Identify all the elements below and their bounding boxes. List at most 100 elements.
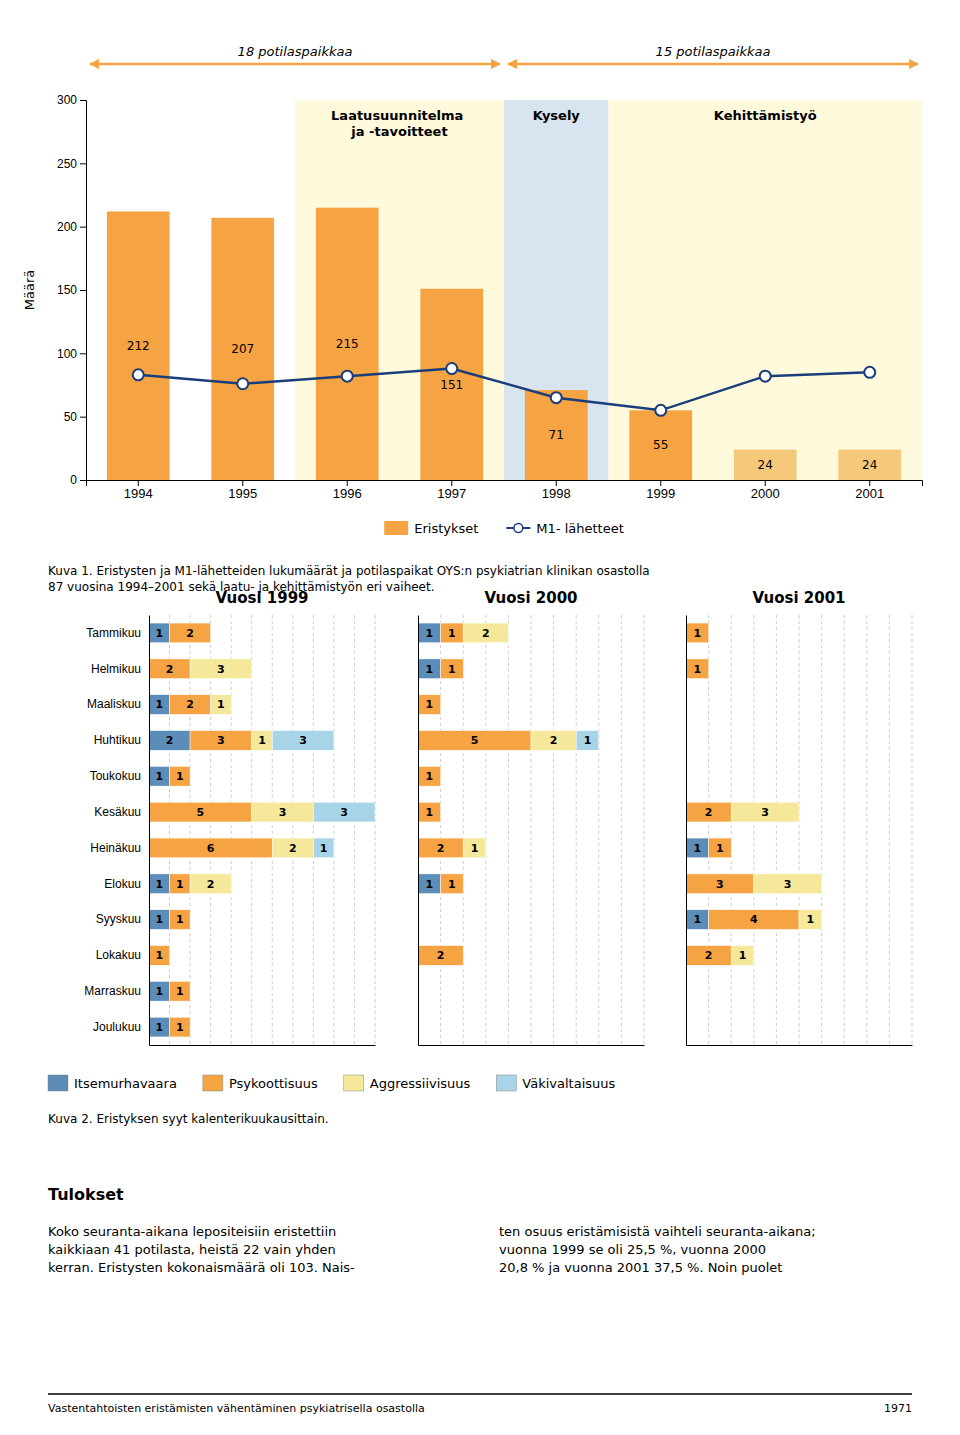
axis-line <box>418 616 419 1046</box>
bar-segment <box>149 802 252 822</box>
data-label: 1 <box>155 770 163 783</box>
tick: Syyskuu <box>96 912 149 926</box>
grid-line <box>485 615 486 1045</box>
chart-title: Vuosi 1999 <box>215 589 308 607</box>
legend: ItsemurhavaaraPsykoottisuusAggressiivisu… <box>48 1075 616 1091</box>
grid-line <box>708 615 709 1045</box>
bar <box>629 410 692 480</box>
chart-title: Vuosi 2001 <box>752 589 845 607</box>
grid-line <box>440 615 441 1045</box>
legend-item: Psykoottisuus <box>203 1075 318 1091</box>
tick-label: 2001 <box>855 486 884 501</box>
data-label: 1 <box>155 878 163 891</box>
bar-segment <box>272 731 334 751</box>
y-axis: TammikuuHelmikuuMaaliskuuHuhtikuuToukoku… <box>84 616 149 1046</box>
data-label: 2 <box>437 842 445 855</box>
tick-label: Helmikuu <box>91 662 141 676</box>
data-label: 24 <box>862 458 877 472</box>
y-axis: 050100150200250300 <box>57 93 87 487</box>
bar-segment <box>149 946 170 966</box>
chart-bar-line: 2122072151517155242405010015020025030019… <box>22 44 923 536</box>
grid-line <box>621 615 622 1045</box>
data-label: 1 <box>471 842 479 855</box>
span-label: Laatusuunnitelma ja -tavoitteet <box>331 108 468 139</box>
data-label: 1 <box>448 663 456 676</box>
background-spans <box>295 100 922 480</box>
bar-segment <box>252 802 314 822</box>
footer-text: Vastentahtoisten eristämisten vähentämin… <box>48 1402 425 1415</box>
bar-segment <box>709 910 799 930</box>
paragraph-line: vuonna 1999 se oli 25,5 %, vuonna 2000 <box>499 1242 770 1257</box>
bar-segment <box>149 838 272 858</box>
tick: Joulukuu <box>93 1020 149 1034</box>
tick-label: Heinäkuu <box>90 841 141 855</box>
bar-segment <box>170 623 211 643</box>
data-label: 1 <box>693 663 701 676</box>
plot-area <box>149 623 375 1037</box>
tick: Helmikuu <box>91 662 149 676</box>
bar-segment <box>418 695 441 715</box>
tick: 250 <box>57 157 86 171</box>
tick-mark <box>556 480 557 486</box>
tick: 1997 <box>437 480 466 501</box>
data-label: 3 <box>217 663 225 676</box>
data-label: 1 <box>320 842 328 855</box>
legend-swatch <box>496 1075 516 1091</box>
data-label: 3 <box>340 806 348 819</box>
data-label: 2 <box>207 878 215 891</box>
bar-segment <box>686 802 731 822</box>
bar-segment <box>731 946 754 966</box>
data-label: 1 <box>155 627 163 640</box>
data-labels: 1111115112122211 <box>425 627 591 963</box>
grid-line <box>844 615 845 1045</box>
data-label: 6 <box>207 842 215 855</box>
bar-segment <box>418 731 531 751</box>
bar-segment <box>313 802 375 822</box>
bar-segment <box>418 946 463 966</box>
bar-segment <box>686 946 731 966</box>
tick: 50 <box>64 410 86 424</box>
data-label: 1 <box>425 663 433 676</box>
bar-segment <box>149 695 170 715</box>
data-label: 1 <box>155 698 163 711</box>
tick-mark <box>347 480 348 486</box>
bar-segment <box>170 695 211 715</box>
grid-line <box>231 615 232 1045</box>
caption: Kuva 2. Eristyksen syyt kalenterikuukaus… <box>48 1112 329 1126</box>
bar <box>107 211 170 480</box>
data-label: 1 <box>155 949 163 962</box>
tick-label: 100 <box>57 347 77 361</box>
chart-title: Vuosi 2000 <box>484 589 577 607</box>
data-label: 71 <box>549 428 564 442</box>
bar-segment <box>190 659 252 679</box>
tick-mark <box>765 480 766 486</box>
bar-segment <box>149 623 170 643</box>
tick-mark <box>80 417 86 418</box>
data-label: 1 <box>425 878 433 891</box>
grid-line <box>292 615 293 1045</box>
data-label: 212 <box>127 339 150 353</box>
bar-segment <box>149 1017 170 1037</box>
bar-segment <box>418 659 441 679</box>
data-label: 2 <box>186 627 194 640</box>
data-label: 24 <box>758 458 773 472</box>
caption-line: Kuva 2. Eristyksen syyt kalenterikuukaus… <box>48 1112 329 1126</box>
grid-line <box>354 615 355 1045</box>
data-label: 215 <box>336 337 359 351</box>
bar-segment <box>686 659 709 679</box>
data-label: 151 <box>440 378 463 392</box>
bar-segment <box>463 838 486 858</box>
axis-line <box>419 1045 645 1046</box>
grid-line <box>576 615 577 1045</box>
data-label: 1 <box>155 985 163 998</box>
bar-segment <box>576 731 599 751</box>
x-axis <box>419 1045 645 1046</box>
bar <box>734 450 797 480</box>
grid-line <box>799 615 800 1045</box>
paragraph: Koko seuranta-aikana lepositeisiin erist… <box>48 1224 355 1275</box>
legend-swatch <box>384 521 408 535</box>
bar-segment <box>686 623 709 643</box>
legend-label: Väkivaltaisuus <box>522 1076 615 1091</box>
bar-segment <box>463 623 508 643</box>
data-label: 4 <box>750 913 758 926</box>
